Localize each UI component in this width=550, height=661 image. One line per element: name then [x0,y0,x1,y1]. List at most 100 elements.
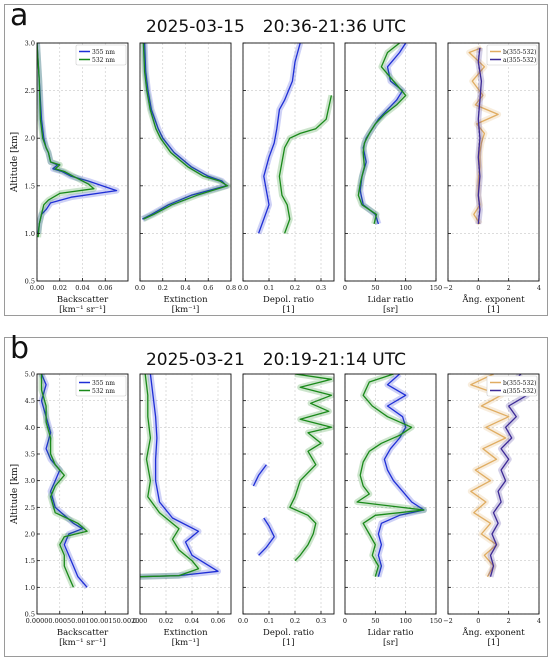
panel-letter: b [10,331,30,366]
x-axis-unit: [km⁻¹] [172,638,200,648]
x-tick-label: 0.06 [211,617,225,625]
x-tick-label: 0.1 [264,617,274,625]
series-line [142,43,229,220]
x-axis-title: Extinction [163,628,208,638]
x-axis-title: Lidar ratio [367,295,413,305]
plot-frame [344,373,437,615]
x-tick-label: 0.0 [238,617,248,625]
chart-b-svg: Altitude [km] 0.5 1.0 1.5 2.0 2.5 3.0 3.5 4.0 4.5… [10,371,541,649]
panel-title: 2025-03-21 20:19-21:14 UTC [5,350,547,370]
y-tick-label: 4.5 [25,397,35,405]
legend-label: b(355-532) [503,49,536,56]
x-tick-label: 0.2 [158,284,168,292]
x-tick-label: 0.00 [133,617,147,625]
series-uncertainty-band [276,94,334,235]
chart-a-svg: Altitude [km]0.51.01.52.02.53.00.00 0.02 0… [10,40,541,316]
series-line [357,43,407,225]
x-tick-label: 0.2 [290,617,300,625]
panel-letter: a [10,0,29,33]
x-tick-label: 0.02 [159,617,173,625]
plot-frame [139,373,232,615]
subplot-1: 0.51.01.52.02.53.03.54.04.55.00.0000 0.00… [25,371,140,649]
x-tick-label: 0 [343,617,347,625]
x-tick-label: −2 [443,617,453,625]
x-tick-label: 0.04 [75,284,89,292]
x-tick-label: 0.0010 [71,617,94,625]
x-tick-label: 0.4 [180,284,190,292]
series-line [278,95,333,234]
subplot-1: 0.5 1.0 1.5 2.0 2.5 3.0 0.00 0.02 0.04 0.06 Backsc… [25,40,129,315]
x-tick-label: 0.0015 [94,617,117,625]
x-axis-title: Ång. exponent [461,293,525,305]
plot-frame [447,373,540,615]
x-axis-unit: [sr] [383,305,398,315]
subplot-4: 0 50 100 150 Lidar ratio[sr] [343,42,442,315]
legend-label: a(355-532) [503,57,536,64]
x-axis-unit: [1] [282,305,294,315]
series-line [356,374,425,577]
plot-frame [344,42,437,282]
x-tick-label: 50 [371,617,379,625]
figure-panel-a: a 2025-03-15 20:36-21:36 UTC Altitude [km… [4,0,548,316]
y-tick-label: 2.0 [25,135,35,143]
y-tick-label: 2.5 [25,87,35,95]
series-line [477,47,483,224]
series-uncertainty-band [355,43,409,225]
y-tick-label: 0.5 [25,278,35,286]
x-tick-label: 0.1 [264,284,274,292]
y-tick-label: 3.0 [25,477,35,485]
series-uncertainty-band [37,43,97,238]
plot-frame [447,42,540,282]
x-tick-label: 0.0 [238,284,248,292]
series-line [468,47,499,225]
y-tick-label: 1.5 [25,182,35,190]
x-tick-label: 0.6 [203,284,213,292]
x-tick-label: 4 [537,617,541,625]
x-tick-label: −2 [443,284,453,292]
x-tick-label: 0 [476,617,480,625]
subplot-4: 0 50 100 150 Lidar ratio[sr] [343,373,442,648]
series-line [140,374,200,578]
x-axis-title: Backscatter [57,628,109,638]
x-axis-title: Depol. ratio [263,295,314,305]
legend: b(355-532)a(355-532) [486,375,538,397]
y-tick-label: 1.0 [25,230,35,238]
y-tick-label: 1.5 [25,557,35,565]
x-axis-title: Backscatter [57,295,109,305]
x-axis-title: Extinction [163,295,208,305]
x-tick-label: 0 [476,284,480,292]
title-date: 2025-03-21 [145,350,245,370]
x-axis-unit: [km⁻¹ sr⁻¹] [59,638,106,648]
title-time: 20:36-21:36 UTC [262,17,407,37]
y-tick-label: 3.5 [25,451,35,459]
x-tick-label: 100 [399,284,411,292]
x-axis-unit: [1] [282,638,294,648]
title-time: 20:19-21:14 UTC [262,350,407,370]
y-tick-label: 2.5 [25,504,35,512]
series-line [37,43,118,234]
x-tick-label: 150 [430,284,442,292]
subplot-5: −2 0 2 4 Ång. exponent[1] b(355-532)a(355-532… [443,373,541,648]
x-tick-label: 150 [430,617,442,625]
x-axis-unit: [sr] [383,638,398,648]
subplot-5: −2 0 2 4 Ång. exponent[1] b(355-532)a(355-532… [443,42,541,315]
x-tick-label: 0.04 [185,617,199,625]
x-tick-label: 0.0020 [117,617,140,625]
series-line [140,374,219,578]
x-tick-label: 0.02 [53,284,67,292]
y-tick-label: 5.0 [25,371,35,379]
series-line [377,374,425,577]
x-tick-label: 0.0000 [26,617,49,625]
figure-panel-b: b 2025-03-21 20:19-21:14 UTC Altitude [km… [4,331,548,657]
legend-label: 355 nm [92,380,115,387]
x-tick-label: 2 [507,284,511,292]
x-axis-title: Lidar ratio [367,628,413,638]
series-line [489,374,528,577]
x-tick-label: 0.2 [290,284,300,292]
x-tick-label: 2 [507,617,511,625]
series-line [289,374,333,562]
legend-label: 532 nm [92,57,115,64]
